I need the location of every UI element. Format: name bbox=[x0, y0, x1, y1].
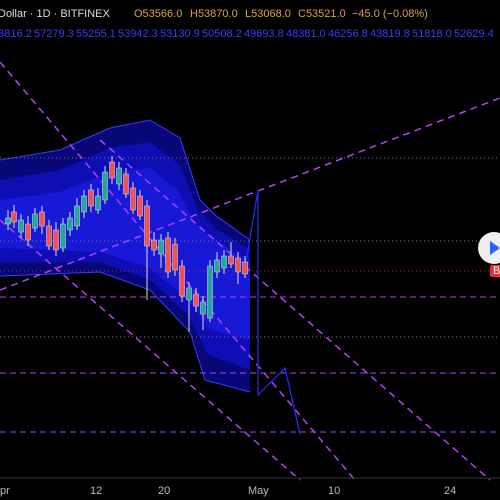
indicator-value: 51818.0 bbox=[412, 28, 452, 40]
candle-body bbox=[200, 301, 206, 315]
guide-lines bbox=[0, 61, 500, 481]
candle-body bbox=[158, 239, 164, 255]
candle-body bbox=[144, 205, 150, 247]
candle-body bbox=[165, 237, 171, 273]
symbol: Dollar · 1D · BITFINEX bbox=[0, 8, 111, 20]
indicator-value: 43819.8 bbox=[370, 28, 410, 40]
candles bbox=[5, 156, 248, 332]
indicator-value: 53816.2 bbox=[0, 28, 32, 40]
price-tag bbox=[490, 265, 500, 277]
candle-body bbox=[228, 255, 234, 265]
candle-body bbox=[207, 265, 213, 319]
candle-body bbox=[95, 195, 101, 211]
indicator-value: 48381.0 bbox=[286, 28, 326, 40]
candle-body bbox=[137, 195, 143, 217]
candle-body bbox=[109, 161, 115, 179]
candle-body bbox=[11, 211, 17, 223]
x-axis: pr 12 20 May 10 24 bbox=[0, 485, 456, 497]
x-tick-label: pr bbox=[0, 485, 10, 497]
play-icon bbox=[490, 241, 500, 255]
bands bbox=[0, 119, 251, 393]
candle-body bbox=[74, 205, 80, 227]
indicator-value: 53942.3 bbox=[118, 28, 158, 40]
candle-body bbox=[46, 225, 52, 247]
indicator-value: 55255.1 bbox=[76, 28, 116, 40]
x-tick-label: 24 bbox=[444, 485, 456, 497]
indicator-value: 53130.9 bbox=[160, 28, 200, 40]
candle-body bbox=[214, 259, 220, 273]
candle-body bbox=[116, 167, 122, 185]
indicator-value: 46256.8 bbox=[328, 28, 368, 40]
candle-body bbox=[53, 229, 59, 251]
x-tick-label: May bbox=[248, 485, 269, 497]
indicator-values: 53816.257279.355255.153942.353130.950508… bbox=[0, 28, 494, 40]
indicator-value: 49693.8 bbox=[244, 28, 284, 40]
candle-body bbox=[5, 217, 11, 225]
candle-body bbox=[151, 239, 157, 251]
candle-body bbox=[88, 189, 94, 207]
x-tick-label: 10 bbox=[328, 485, 340, 497]
candle-body bbox=[123, 173, 129, 195]
candle-body bbox=[193, 293, 199, 307]
candle-body bbox=[221, 255, 227, 269]
indicator-value: 57279.3 bbox=[34, 28, 74, 40]
candle-body bbox=[186, 287, 192, 301]
x-tick-label: 12 bbox=[90, 485, 102, 497]
x-tick-label: 20 bbox=[158, 485, 170, 497]
candle-body bbox=[67, 217, 73, 231]
ohlc-high: H53870.0 bbox=[190, 8, 238, 20]
candle-body bbox=[60, 223, 66, 249]
candle-body bbox=[39, 211, 45, 227]
candle-body bbox=[130, 187, 136, 211]
candle-body bbox=[172, 243, 178, 271]
play-button[interactable] bbox=[478, 232, 500, 264]
ohlc-open: O53566.0 bbox=[134, 8, 182, 20]
candle-body bbox=[242, 261, 248, 275]
candle-body bbox=[102, 171, 108, 201]
ohlc-low: L53068.0 bbox=[245, 8, 291, 20]
ohlc-close: C53521.0 bbox=[298, 8, 346, 20]
indicator-value: 50508.2 bbox=[202, 28, 242, 40]
candle-body bbox=[18, 219, 24, 233]
ohlc-change: −45.0 (−0.08%) bbox=[352, 8, 428, 20]
candle-body bbox=[32, 213, 38, 229]
price-tag-text: B bbox=[493, 265, 500, 277]
indicator-value: 52629.4 bbox=[454, 28, 494, 40]
candle-body bbox=[235, 257, 241, 273]
candle-body bbox=[25, 223, 31, 241]
candle-body bbox=[81, 195, 87, 213]
candle-body bbox=[179, 265, 185, 297]
